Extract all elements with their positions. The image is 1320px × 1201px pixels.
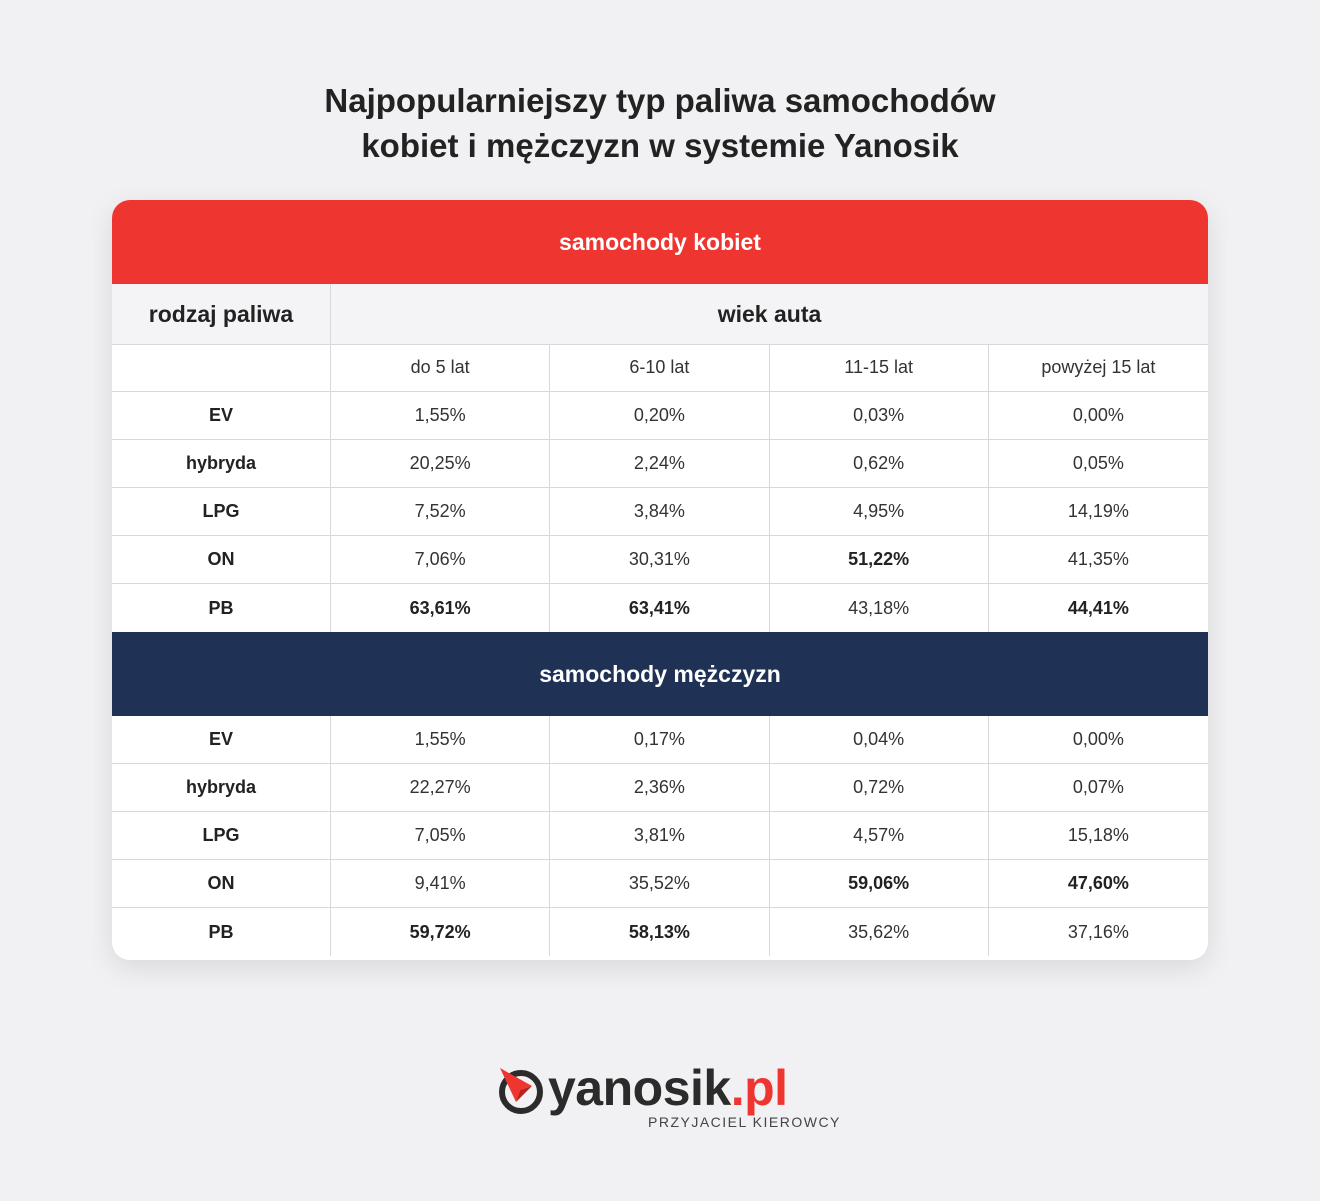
table-row: EV 1,55% 0,17% 0,04% 0,00%: [112, 716, 1208, 764]
percentage-cell: 63,41%: [550, 584, 770, 632]
percentage-cell: 4,95%: [770, 488, 989, 535]
percentage-cell: 3,81%: [550, 812, 770, 859]
percentage-cell: 0,00%: [1072, 729, 1124, 749]
column-header-row: rodzaj paliwa wiek auta: [112, 284, 1208, 345]
title-line-2: kobiet i mężczyzn w systemie Yanosik: [361, 127, 959, 164]
fuel-type-label: ON: [112, 536, 331, 583]
title-line-1: Najpopularniejszy typ paliwa samochodów: [324, 82, 996, 119]
percentage-cell: 37,16%: [1067, 921, 1129, 942]
percentage-cell: 7,52%: [331, 488, 551, 535]
percentage-cell: 30,31%: [550, 536, 770, 583]
age-group-label: 11-15 lat: [770, 344, 989, 391]
logo-name: yanosik: [548, 1060, 731, 1116]
age-group-label: 6-10 lat: [550, 344, 770, 391]
percentage-cell: 2,36%: [550, 764, 770, 811]
percentage-cell: 58,13%: [550, 908, 770, 956]
table-row: hybryda 22,27% 2,36% 0,72% 0,07%: [112, 764, 1208, 812]
percentage-cell: 1,55%: [331, 392, 551, 439]
percentage-cell: 0,00%: [1072, 405, 1124, 425]
percentage-cell: 0,05%: [1072, 453, 1124, 473]
percentage-cell: 0,17%: [550, 716, 770, 763]
percentage-cell: 59,06%: [770, 860, 989, 907]
logo-tld: .pl: [730, 1060, 788, 1116]
percentage-cell: 0,07%: [1072, 777, 1124, 797]
fuel-type-label: EV: [112, 716, 331, 763]
fuel-type-label: PB: [112, 908, 331, 956]
table-row: PB 63,61% 63,41% 43,18% 44,41%: [112, 584, 1208, 632]
table-row: hybryda 20,25% 2,24% 0,62% 0,05%: [112, 440, 1208, 488]
car-age-header: wiek auta: [717, 300, 822, 327]
age-group-label: powyżej 15 lat: [1041, 357, 1156, 377]
table-row: EV 1,55% 0,20% 0,03% 0,00%: [112, 392, 1208, 440]
percentage-cell: 63,61%: [331, 584, 551, 632]
fuel-type-label: hybryda: [112, 764, 331, 811]
percentage-cell: 0,03%: [770, 392, 989, 439]
yanosik-logo: yanosik.pl PRZYJACIEL KIEROWCY: [496, 1060, 839, 1140]
table-row: LPG 7,05% 3,81% 4,57% 15,18%: [112, 812, 1208, 860]
age-group-blank-cell: [112, 344, 331, 391]
compass-arrow-icon: [499, 1068, 543, 1114]
percentage-cell: 22,27%: [331, 764, 551, 811]
fuel-type-header: rodzaj paliwa: [112, 284, 331, 344]
percentage-cell: 0,62%: [770, 440, 989, 487]
fuel-type-label: hybryda: [112, 440, 331, 487]
age-group-label: do 5 lat: [331, 344, 551, 391]
percentage-cell: 0,20%: [550, 392, 770, 439]
percentage-cell: 0,04%: [770, 716, 989, 763]
men-data-rows: EV 1,55% 0,17% 0,04% 0,00% hybryda 22,27% 2,36%…: [112, 716, 1208, 956]
percentage-cell: 14,19%: [1067, 501, 1129, 521]
percentage-cell: 3,84%: [550, 488, 770, 535]
percentage-cell: 20,25%: [331, 440, 551, 487]
fuel-type-label: LPG: [112, 488, 331, 535]
percentage-cell: 4,57%: [770, 812, 989, 859]
percentage-cell: 35,52%: [550, 860, 770, 907]
percentage-cell: 47,60%: [1067, 873, 1129, 893]
percentage-cell: 7,06%: [331, 536, 551, 583]
percentage-cell: 15,18%: [1067, 825, 1129, 845]
age-group-row: do 5 lat 6-10 lat 11-15 lat powyżej 15 l…: [112, 344, 1208, 392]
percentage-cell: 44,41%: [1067, 597, 1129, 618]
fuel-table-card: samochody kobiet rodzaj paliwa wiek auta…: [112, 200, 1208, 960]
women-data-rows: EV 1,55% 0,20% 0,03% 0,00% hybryda 20,25% 2,24%…: [112, 392, 1208, 632]
percentage-cell: 0,72%: [770, 764, 989, 811]
table-row: LPG 7,52% 3,84% 4,95% 14,19%: [112, 488, 1208, 536]
percentage-cell: 1,55%: [331, 716, 551, 763]
table-row: PB 59,72% 58,13% 35,62% 37,16%: [112, 908, 1208, 956]
percentage-cell: 7,05%: [331, 812, 551, 859]
percentage-cell: 2,24%: [550, 440, 770, 487]
percentage-cell: 59,72%: [331, 908, 551, 956]
women-section-header: samochody kobiet: [112, 200, 1208, 284]
percentage-cell: 51,22%: [770, 536, 989, 583]
fuel-type-label: LPG: [112, 812, 331, 859]
logo-wordmark: yanosik.pl: [548, 1060, 788, 1116]
percentage-cell: 35,62%: [770, 908, 989, 956]
men-section-header: samochody mężczyzn: [112, 632, 1208, 716]
percentage-cell: 9,41%: [331, 860, 551, 907]
table-row: ON 9,41% 35,52% 59,06% 47,60%: [112, 860, 1208, 908]
table-row: ON 7,06% 30,31% 51,22% 41,35%: [112, 536, 1208, 584]
percentage-cell: 41,35%: [1067, 549, 1129, 569]
logo-tagline: PRZYJACIEL KIEROWCY: [648, 1114, 841, 1130]
fuel-type-label: EV: [112, 392, 331, 439]
percentage-cell: 43,18%: [770, 584, 989, 632]
age-group-row-container: do 5 lat 6-10 lat 11-15 lat powyżej 15 l…: [112, 344, 1208, 392]
page-title: Najpopularniejszy typ paliwa samochodów …: [0, 78, 1320, 168]
fuel-type-label: ON: [112, 860, 331, 907]
fuel-type-label: PB: [112, 584, 331, 632]
